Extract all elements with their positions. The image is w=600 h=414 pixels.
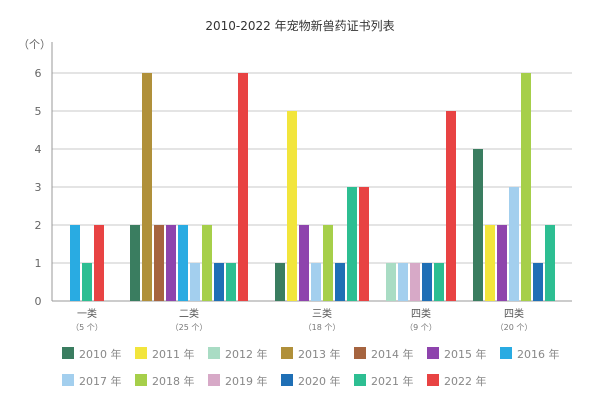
legend-item: 2020 年 bbox=[281, 374, 341, 388]
legend-item: 2016 年 bbox=[500, 347, 560, 361]
legend-swatch bbox=[427, 374, 439, 386]
x-axis-labels: 一类 （5 个） 二类 （25 个） 三类 （18 个） 四类 （9 个） 四类 （20 个） bbox=[71, 307, 532, 332]
bar bbox=[410, 263, 420, 301]
legend-item: 2017 年 bbox=[62, 374, 122, 388]
legend-swatch bbox=[354, 347, 366, 359]
bar bbox=[202, 225, 212, 301]
legend-label: 2013 年 bbox=[298, 347, 341, 361]
bar bbox=[347, 187, 357, 301]
legend-swatch bbox=[354, 374, 366, 386]
bar bbox=[130, 225, 140, 301]
y-tick-label: 5 bbox=[35, 105, 42, 118]
bar bbox=[521, 73, 531, 301]
bar bbox=[82, 263, 92, 301]
bar bbox=[497, 225, 507, 301]
bar bbox=[386, 263, 396, 301]
legend-item: 2015 年 bbox=[427, 347, 487, 361]
x-category-count-label: （25 个） bbox=[171, 323, 208, 332]
x-category-label: 四类 bbox=[411, 307, 431, 320]
legend-label: 2011 年 bbox=[152, 347, 195, 361]
bar bbox=[94, 225, 104, 301]
legend: 2010 年 2011 年 2012 年 2013 年 2014 年 2015 年 2016… bbox=[62, 347, 560, 388]
legend-item: 2014 年 bbox=[354, 347, 414, 361]
bar bbox=[311, 263, 321, 301]
x-category-count-label: （18 个） bbox=[304, 323, 341, 332]
bar bbox=[485, 225, 495, 301]
bar bbox=[287, 111, 297, 301]
legend-label: 2022 年 bbox=[444, 374, 487, 388]
y-axis-ticks: 0 1 2 3 4 5 6 bbox=[35, 67, 42, 308]
bar bbox=[323, 225, 333, 301]
x-category-label: 四类 bbox=[504, 307, 524, 320]
bar bbox=[446, 111, 456, 301]
bar bbox=[226, 263, 236, 301]
x-category-count-label: （9 个） bbox=[405, 323, 437, 332]
legend-item: 2021 年 bbox=[354, 374, 414, 388]
y-tick-label: 0 bbox=[35, 295, 42, 308]
legend-item: 2022 年 bbox=[427, 374, 487, 388]
legend-item: 2012 年 bbox=[208, 347, 268, 361]
legend-swatch bbox=[208, 347, 220, 359]
bar bbox=[359, 187, 369, 301]
bar bbox=[166, 225, 176, 301]
y-tick-label: 2 bbox=[35, 219, 42, 232]
x-category-count-label: （5 个） bbox=[71, 323, 103, 332]
x-category-label: 二类 bbox=[179, 307, 199, 320]
legend-item: 2018 年 bbox=[135, 374, 195, 388]
bar bbox=[275, 263, 285, 301]
bars bbox=[70, 73, 555, 301]
legend-item: 2011 年 bbox=[135, 347, 195, 361]
legend-swatch bbox=[281, 347, 293, 359]
legend-label: 2015 年 bbox=[444, 347, 487, 361]
bar bbox=[335, 263, 345, 301]
bar bbox=[154, 225, 164, 301]
legend-item: 2013 年 bbox=[281, 347, 341, 361]
legend-label: 2019 年 bbox=[225, 374, 268, 388]
x-category-label: 三类 bbox=[312, 307, 332, 320]
legend-label: 2014 年 bbox=[371, 347, 414, 361]
bar bbox=[142, 73, 152, 301]
legend-label: 2021 年 bbox=[371, 374, 414, 388]
legend-swatch bbox=[135, 347, 147, 359]
y-axis-unit-label: （个） bbox=[18, 38, 51, 51]
bar bbox=[238, 73, 248, 301]
legend-label: 2017 年 bbox=[79, 374, 122, 388]
bar bbox=[533, 263, 543, 301]
legend-swatch bbox=[208, 374, 220, 386]
bar bbox=[422, 263, 432, 301]
y-tick-label: 1 bbox=[35, 257, 42, 270]
legend-label: 2020 年 bbox=[298, 374, 341, 388]
x-category-count-label: （20 个） bbox=[496, 323, 533, 332]
legend-swatch bbox=[62, 347, 74, 359]
legend-swatch bbox=[500, 347, 512, 359]
bar bbox=[190, 263, 200, 301]
x-category-label: 一类 bbox=[77, 307, 97, 320]
bar bbox=[178, 225, 188, 301]
bar bbox=[299, 225, 309, 301]
legend-label: 2018 年 bbox=[152, 374, 195, 388]
y-tick-label: 3 bbox=[35, 181, 42, 194]
bar bbox=[70, 225, 80, 301]
chart-title: 2010-2022 年宠物新兽药证书列表 bbox=[205, 18, 394, 33]
y-tick-label: 6 bbox=[35, 67, 42, 80]
legend-item: 2019 年 bbox=[208, 374, 268, 388]
legend-swatch bbox=[281, 374, 293, 386]
bar bbox=[545, 225, 555, 301]
bar bbox=[434, 263, 444, 301]
legend-swatch bbox=[62, 374, 74, 386]
legend-swatch bbox=[135, 374, 147, 386]
bar bbox=[214, 263, 224, 301]
bar bbox=[473, 149, 483, 301]
legend-swatch bbox=[427, 347, 439, 359]
legend-label: 2016 年 bbox=[517, 347, 560, 361]
bar bbox=[509, 187, 519, 301]
legend-item: 2010 年 bbox=[62, 347, 122, 361]
legend-label: 2012 年 bbox=[225, 347, 268, 361]
y-tick-label: 4 bbox=[35, 143, 42, 156]
bar bbox=[398, 263, 408, 301]
legend-label: 2010 年 bbox=[79, 347, 122, 361]
